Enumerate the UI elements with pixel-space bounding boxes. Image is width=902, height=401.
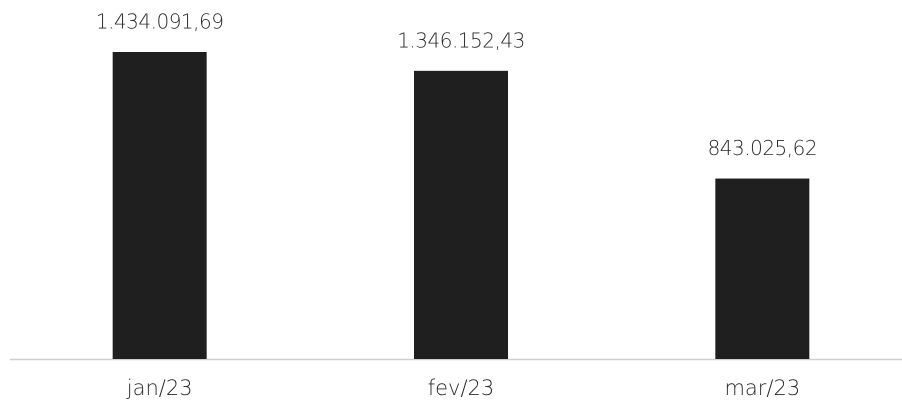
value-label: 843.025,62 — [708, 136, 818, 160]
bar — [414, 70, 508, 359]
x-tick-label: mar/23 — [724, 376, 800, 400]
value-label: 1.434.091,69 — [96, 10, 224, 34]
bar — [112, 52, 207, 359]
x-tick-label: jan/23 — [126, 376, 193, 400]
bar — [715, 178, 810, 359]
x-tick-label: fev/23 — [428, 376, 495, 400]
value-label: 1.346.152,43 — [397, 28, 525, 52]
